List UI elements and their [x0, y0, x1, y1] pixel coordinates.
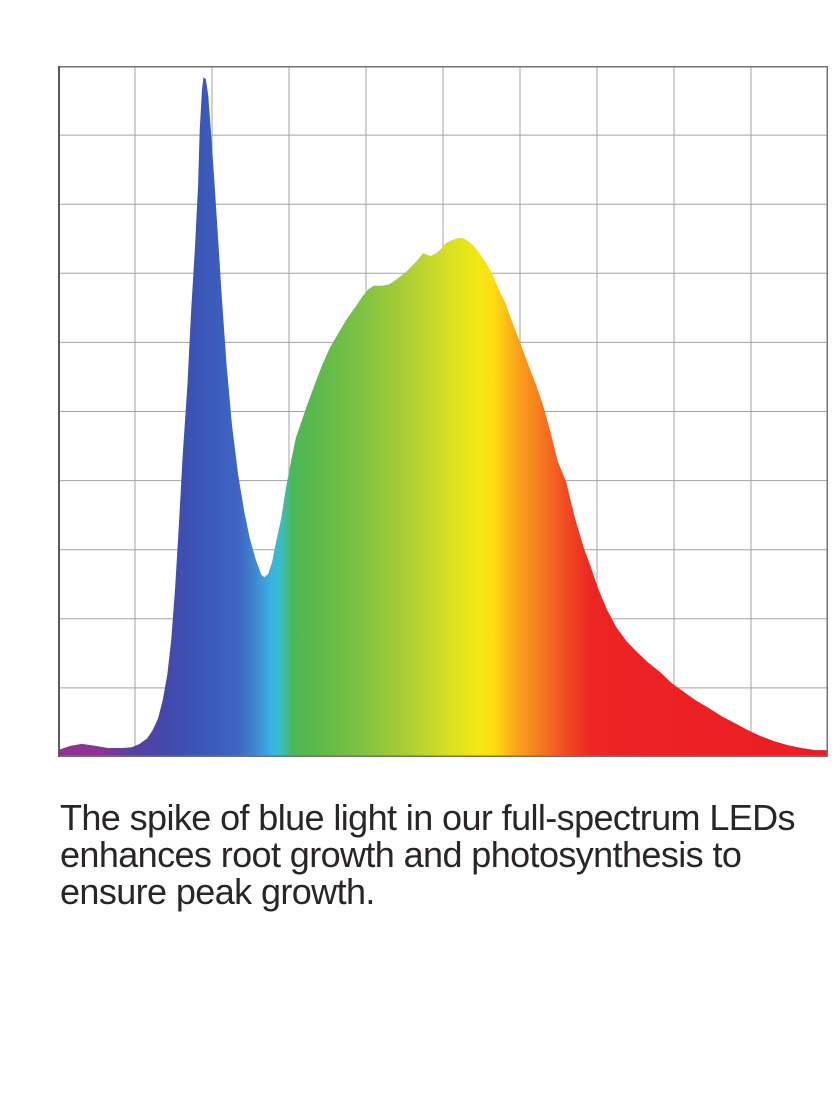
spectrum-chart	[58, 66, 828, 757]
spectrum-svg	[58, 66, 828, 757]
caption-line-2: enhances root growth and photosynthesis …	[60, 834, 742, 875]
spectrum-area	[58, 77, 828, 757]
caption-block: The spike of blue light in our full-spec…	[60, 797, 796, 912]
caption-line-3: ensure peak growth.	[60, 871, 375, 912]
caption-line-1: The spike of blue light in our full-spec…	[60, 797, 796, 838]
